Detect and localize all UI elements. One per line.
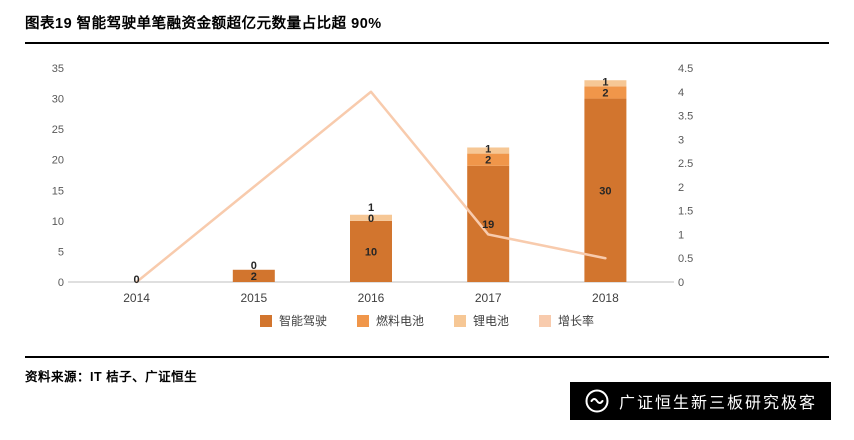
legend-item-growth-rate: 增长率	[539, 312, 594, 329]
bar-value-label: 0	[134, 274, 140, 286]
chart-legend: 智能驾驶 燃料电池 锂电池 增长率	[0, 312, 854, 329]
left-axis-tick-label: 10	[52, 216, 64, 228]
legend-item-smart-driving: 智能驾驶	[259, 312, 327, 329]
bar-value-label: 1	[368, 202, 374, 214]
figure-title: 图表19 智能驾驶单笔融资金额超亿元数量占比超 90%	[25, 12, 829, 44]
left-axis-tick-label: 15	[52, 185, 64, 197]
bar-segment	[350, 214, 392, 221]
growth-rate-line	[135, 90, 607, 284]
bar-value-label: 19	[482, 219, 494, 231]
bar-segment	[467, 165, 510, 282]
bar-segment	[350, 220, 392, 282]
category-label: 2015	[240, 291, 267, 305]
legend-swatch-smart-driving	[259, 314, 272, 327]
bar-value-label: 2	[602, 87, 608, 99]
legend-item-fuel-cell: 燃料电池	[356, 312, 424, 329]
brand-watermark-text: 广证恒生新三板研究极客	[618, 395, 817, 412]
category-label: 2017	[475, 291, 502, 305]
left-axis-tick-label: 25	[52, 124, 64, 136]
bar-value-label: 1	[602, 76, 608, 88]
bar-segment	[232, 269, 275, 282]
category-label: 2018	[592, 291, 619, 305]
legend-label-fuel-cell: 燃料电池	[375, 314, 424, 328]
legend-label-growth-rate: 增长率	[558, 314, 595, 328]
bar-segment	[467, 153, 510, 166]
category-label: 2016	[358, 291, 385, 305]
right-axis-tick-label: 4.5	[678, 63, 693, 75]
right-axis-tick-label: 3	[678, 134, 684, 146]
legend-item-lithium-battery: 锂电池	[454, 312, 509, 329]
left-axis-tick-label: 35	[52, 63, 64, 75]
bar-segment	[467, 147, 510, 154]
right-axis-tick-label: 0.5	[678, 253, 693, 265]
brand-logo-icon	[584, 388, 610, 414]
data-source-note: 资料来源：IT 桔子、广证恒生	[25, 356, 829, 385]
left-axis-tick-label: 30	[52, 94, 64, 106]
left-axis-tick-label: 20	[52, 155, 64, 167]
bar-value-label: 30	[599, 185, 611, 197]
right-axis-tick-label: 3.5	[678, 111, 693, 123]
bar-value-label: 1	[485, 144, 491, 156]
right-axis-tick-label: 2.5	[678, 158, 693, 170]
bar-value-label: 0	[251, 260, 257, 272]
bar-segment	[584, 86, 627, 99]
legend-swatch-fuel-cell	[356, 314, 369, 327]
bar-value-label: 10	[365, 246, 377, 258]
bar-value-label: 0	[368, 213, 374, 225]
bar-segment	[584, 98, 627, 282]
right-axis-tick-label: 1	[678, 229, 684, 241]
brand-watermark: 广证恒生新三板研究极客	[569, 382, 831, 420]
legend-label-smart-driving: 智能驾驶	[278, 314, 327, 328]
bar-segment	[584, 80, 627, 87]
right-axis-tick-label: 1.5	[678, 206, 693, 218]
right-axis-tick-label: 0	[678, 277, 684, 289]
legend-label-lithium-battery: 锂电池	[473, 314, 510, 328]
right-axis-tick-label: 2	[678, 182, 684, 194]
legend-swatch-lithium-battery	[454, 314, 466, 327]
left-axis-tick-label: 0	[58, 277, 64, 289]
right-axis-tick-label: 4	[678, 87, 684, 99]
left-axis-tick-label: 5	[58, 246, 64, 258]
bar-value-label: 2	[485, 155, 491, 167]
category-label: 2014	[123, 291, 150, 305]
legend-swatch-growth-rate	[539, 314, 552, 327]
bar-value-label: 2	[251, 271, 257, 283]
